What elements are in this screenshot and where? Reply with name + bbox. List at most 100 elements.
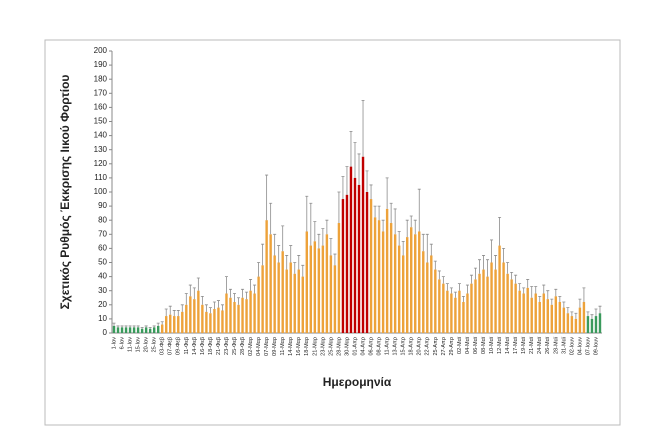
bar: [462, 301, 465, 333]
error-bar: [273, 233, 277, 256]
bar: [450, 293, 453, 333]
error-bar: [486, 259, 490, 277]
x-tick-label: 16-Μαρ: [296, 337, 302, 356]
bar: [177, 316, 180, 333]
error-bar: [144, 325, 148, 328]
bar: [538, 301, 541, 333]
bar: [213, 309, 216, 333]
bar: [257, 276, 260, 333]
bar: [534, 293, 537, 333]
error-bar: [425, 233, 429, 263]
error-bar: [530, 286, 534, 298]
error-bar: [245, 291, 249, 300]
error-bar: [112, 322, 116, 326]
bar: [546, 299, 549, 333]
bar: [406, 237, 409, 333]
bar: [478, 273, 481, 333]
error-bar: [148, 326, 152, 329]
error-bar: [317, 233, 321, 249]
x-tick-label: 6-Ιαν: [119, 337, 125, 350]
bar: [490, 262, 493, 333]
bar: [181, 311, 184, 333]
y-tick-label: 50: [98, 258, 107, 267]
error-bar: [188, 284, 192, 297]
bar: [269, 234, 272, 333]
bar: [590, 318, 594, 333]
x-tick-label: 16-Φεβ: [200, 337, 206, 355]
error-bar: [345, 166, 349, 195]
bar: [482, 269, 485, 333]
x-tick-label: 15-Απρ: [401, 337, 407, 356]
error-bar: [598, 305, 602, 314]
x-tick-label: 14-Μαρ: [288, 337, 294, 356]
error-bar: [333, 253, 337, 266]
bar: [454, 297, 457, 333]
bar: [237, 304, 240, 333]
error-bar: [365, 170, 369, 192]
error-bar: [469, 274, 473, 284]
error-bar: [502, 248, 506, 263]
bar: [377, 220, 381, 333]
error-bar: [377, 205, 381, 221]
error-bar: [309, 202, 313, 246]
error-bar: [297, 255, 301, 270]
bar: [221, 310, 224, 333]
error-bar: [241, 288, 245, 298]
bar: [470, 283, 473, 333]
bar: [277, 262, 280, 333]
x-tick-label: 24-Μαϊ: [537, 336, 543, 354]
bar: [152, 327, 156, 333]
bar: [116, 327, 120, 333]
y-tick-label: 80: [98, 215, 107, 224]
error-bar: [457, 283, 461, 291]
bar: [594, 316, 598, 333]
x-tick-label: 25-Φεβ: [232, 337, 238, 355]
bar: [574, 318, 578, 333]
error-bar: [285, 255, 289, 270]
error-bar: [542, 284, 546, 294]
x-tick-label: 18-Φεβ: [208, 337, 214, 355]
error-bar: [389, 202, 393, 224]
bar: [373, 217, 377, 333]
error-bar: [212, 301, 216, 310]
x-tick-label: 21-Φεβ: [216, 337, 222, 355]
y-tick-label: 10: [98, 314, 107, 323]
bar: [474, 279, 477, 333]
x-tick-label: 28-Μαρ: [336, 337, 342, 356]
error-bar: [120, 325, 124, 328]
bar: [578, 307, 582, 333]
x-tick-label: 01-Απρ: [352, 337, 358, 356]
error-bar: [461, 295, 465, 302]
bar: [233, 301, 236, 333]
error-bar: [361, 99, 365, 157]
x-tick-label: 20-Απρ: [417, 337, 423, 356]
x-tick-label: 18-Απρ: [409, 337, 415, 356]
x-tick-label: 02-Μαϊ: [457, 336, 463, 354]
bar: [225, 293, 228, 333]
error-bar: [140, 326, 144, 329]
x-tick-label: 27-Απρ: [441, 337, 447, 356]
error-bar: [445, 283, 449, 291]
error-bar: [405, 219, 409, 238]
y-tick-label: 130: [94, 145, 108, 154]
error-bar: [409, 215, 413, 228]
error-bar: [385, 177, 389, 209]
x-tick-label: 10-Μαϊ: [489, 336, 495, 354]
bar: [498, 245, 501, 333]
error-bar: [172, 310, 176, 317]
bar: [566, 313, 570, 333]
error-bar: [401, 240, 405, 256]
error-bar: [554, 288, 558, 297]
bar: [361, 156, 365, 333]
x-tick-label: 03-Φεβ: [160, 337, 166, 355]
error-bar: [321, 228, 325, 246]
error-bar: [421, 233, 425, 252]
error-bar: [574, 312, 578, 319]
y-tick-label: 70: [98, 229, 107, 238]
error-bar: [156, 322, 160, 326]
chart-border: [44, 39, 621, 426]
x-tick-label: 1-Ιαν: [111, 337, 117, 350]
bar: [393, 234, 397, 333]
error-bar: [337, 191, 341, 224]
x-tick-label: 29-Απρ: [449, 337, 455, 356]
